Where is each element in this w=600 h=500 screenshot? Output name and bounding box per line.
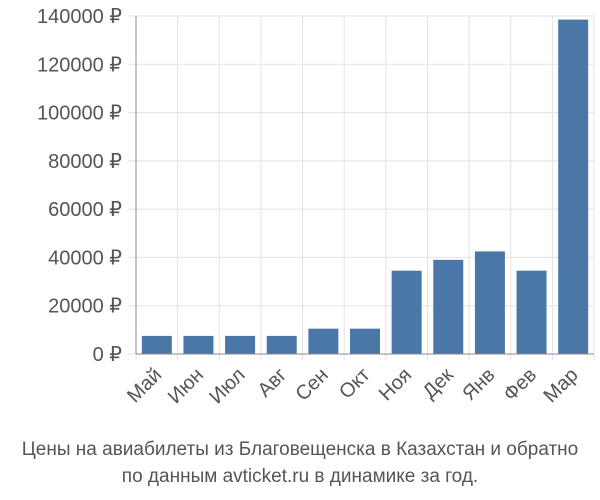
x-tick-label: Июн <box>164 364 208 408</box>
y-tick-label: 80000 ₽ <box>48 151 122 173</box>
y-tick-label: 120000 ₽ <box>37 54 122 76</box>
y-tick-label: 60000 ₽ <box>48 199 122 221</box>
bar <box>391 270 422 354</box>
bar <box>225 335 256 354</box>
bar <box>141 335 172 354</box>
y-tick-labels: 0 ₽ 20000 ₽ 40000 ₽ 60000 ₽ 80000 ₽ 100000 ₽ 1… <box>37 6 122 366</box>
bar <box>558 19 589 354</box>
bar <box>308 328 339 354</box>
bar <box>474 251 505 354</box>
x-tick-label: Ноя <box>375 364 416 405</box>
bar <box>266 335 297 354</box>
y-tick-label: 100000 ₽ <box>37 103 122 125</box>
x-tick-label: Май <box>123 364 166 407</box>
y-tick-label: 140000 ₽ <box>37 6 122 28</box>
bar <box>516 270 547 354</box>
x-tick-label: Дек <box>419 364 458 403</box>
x-tick-label: Авг <box>254 364 292 402</box>
x-tick-label: Мар <box>539 364 582 407</box>
x-tick-label: Июл <box>205 364 249 408</box>
bar <box>183 335 214 354</box>
axes <box>135 16 594 355</box>
y-tick-label: 0 ₽ <box>93 344 123 366</box>
x-tick-label: Сен <box>291 364 332 405</box>
x-tick-label: Окт <box>335 364 374 403</box>
caption-line-2: по данным avticket.ru в динамике за год. <box>122 466 478 487</box>
bar <box>350 328 380 354</box>
x-tick-label: Фев <box>499 364 541 406</box>
bar <box>433 259 464 354</box>
caption-line-1: Цены на авиабилеты из Благовещенска в Ка… <box>22 439 578 460</box>
y-tick-label: 40000 ₽ <box>48 247 122 269</box>
bars <box>141 19 589 354</box>
x-tick-label: Янв <box>458 364 499 405</box>
y-tick-label: 20000 ₽ <box>48 296 122 318</box>
